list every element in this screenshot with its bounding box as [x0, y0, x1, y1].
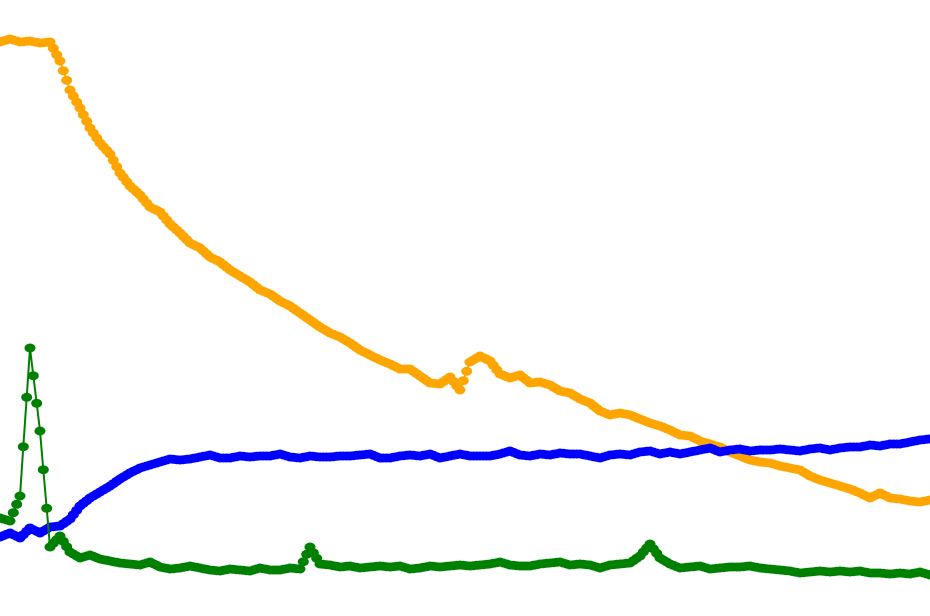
series-point [17, 442, 29, 452]
series-point [924, 495, 930, 505]
series-0 [0, 34, 930, 507]
series-point [924, 434, 930, 444]
series-layer [0, 34, 930, 580]
series-point [54, 56, 66, 66]
series-point [37, 465, 49, 475]
series-point [61, 75, 73, 85]
series-point [14, 491, 26, 501]
series-point [4, 516, 16, 526]
series-point [297, 557, 309, 567]
series-point [24, 343, 36, 353]
series-point [34, 426, 46, 436]
series-point [31, 398, 43, 408]
series-point [457, 376, 469, 386]
series-point [924, 570, 930, 580]
series-2 [0, 343, 930, 580]
series-point [294, 564, 306, 574]
series-point [11, 499, 23, 509]
series-point [21, 392, 33, 402]
series-point [7, 508, 19, 518]
series-point [461, 366, 473, 376]
series-1 [0, 434, 930, 543]
series-point [27, 371, 39, 381]
series-point [57, 66, 69, 76]
series-point [454, 385, 466, 395]
series-point [41, 503, 53, 513]
